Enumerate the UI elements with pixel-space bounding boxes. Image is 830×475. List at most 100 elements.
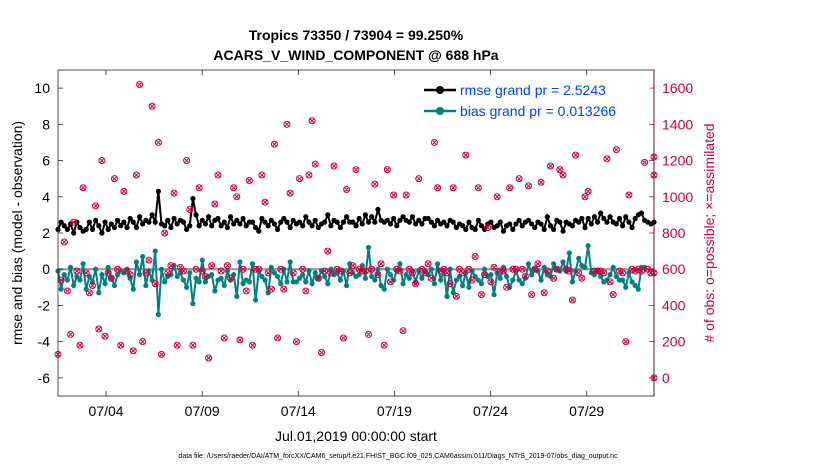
rmse-point [312, 217, 318, 223]
rmse-point [174, 221, 180, 227]
obs-assimilated-marker [503, 284, 510, 291]
bias-point [284, 279, 290, 285]
obs-possible-marker [365, 330, 373, 338]
rmse-point [613, 221, 619, 227]
obs-assimilated-marker [73, 268, 80, 274]
y-tick-label-right: 800 [662, 225, 686, 241]
y-tick-label-right: 1000 [662, 189, 693, 205]
obs-assimilated-marker [375, 271, 381, 278]
obs-assimilated-marker [158, 351, 165, 358]
rmse-point [152, 219, 158, 225]
rmse-point [466, 219, 472, 225]
obs-assimilated-marker [400, 327, 406, 334]
bias-point [296, 275, 303, 281]
obs-assimilated-marker [371, 181, 378, 187]
rmse-point [372, 219, 378, 225]
obs-assimilated-marker [312, 161, 319, 168]
obs-possible-marker [468, 276, 476, 284]
obs-assimilated-marker [80, 184, 86, 191]
obs-possible-marker [481, 271, 489, 279]
obs-possible-marker [361, 267, 369, 275]
obs-assimilated-marker [271, 141, 278, 148]
bias-point [613, 273, 619, 280]
bias-point [262, 277, 268, 283]
obs-possible-marker [506, 184, 514, 192]
legend-bias-marker [436, 107, 444, 115]
bias-point [569, 279, 576, 285]
obs-possible-marker [459, 269, 467, 277]
bias-point [237, 259, 243, 265]
bias-point [74, 273, 80, 280]
bias-point [325, 281, 331, 287]
legend-bias-label: bias grand pr = 0.013266 [460, 103, 616, 119]
obs-assimilated-marker [362, 268, 369, 274]
rmse-point [140, 221, 146, 227]
obs-assimilated-marker [484, 224, 491, 231]
obs-assimilated-marker [284, 121, 290, 128]
rmse-point [629, 224, 635, 231]
rmse-point [463, 226, 469, 232]
obs-possible-marker [63, 287, 71, 295]
obs-assimilated-marker [553, 266, 560, 273]
obs-assimilated-marker [58, 277, 64, 283]
obs-possible-marker [343, 186, 351, 194]
obs-assimilated-marker [293, 338, 300, 345]
obs-assimilated-marker [246, 177, 253, 184]
obs-assimilated-marker [466, 266, 472, 273]
rmse-point [121, 219, 127, 225]
rmse-point [315, 224, 321, 231]
obs-assimilated-marker [290, 269, 297, 276]
bias-point [240, 281, 246, 287]
obs-possible-marker [543, 267, 551, 275]
obs-assimilated-marker [196, 184, 203, 191]
obs-possible-marker [324, 247, 332, 255]
obs-assimilated-marker [171, 190, 177, 197]
rmse-point [71, 230, 77, 236]
obs-assimilated-marker [516, 175, 522, 182]
rmse-point [576, 219, 582, 225]
rmse-point [419, 221, 425, 227]
rmse-point [64, 226, 71, 232]
bias-point [168, 272, 174, 278]
obs-possible-marker [299, 265, 307, 273]
obs-possible-marker [286, 189, 294, 197]
obs-possible-marker [264, 269, 272, 277]
bias-point [306, 268, 312, 274]
obs-assimilated-marker [190, 342, 196, 349]
obs-assimilated-marker [240, 266, 246, 273]
obs-assimilated-marker [475, 184, 482, 191]
obs-assimilated-marker [302, 288, 309, 294]
obs-assimilated-marker [164, 269, 171, 276]
bias-point [488, 272, 494, 278]
obs-assimilated-marker [431, 139, 438, 146]
bias-point [362, 275, 369, 281]
obs-assimilated-marker [397, 268, 403, 274]
obs-possible-marker [308, 117, 316, 125]
obs-possible-marker [198, 267, 206, 275]
obs-possible-marker [550, 274, 558, 282]
obs-possible-marker [387, 278, 395, 286]
rmse-point [547, 223, 554, 229]
bias-point [115, 272, 121, 278]
rmse-point [89, 226, 96, 232]
obs-assimilated-marker [384, 166, 391, 173]
rmse-point [400, 214, 406, 220]
obs-assimilated-marker [105, 269, 112, 276]
obs-assimilated-marker [77, 342, 83, 349]
rmse-point [594, 219, 601, 225]
obs-assimilated-marker [607, 279, 613, 285]
obs-possible-marker [296, 175, 304, 183]
obs-possible-marker [606, 278, 614, 286]
obs-assimilated-marker [199, 268, 206, 274]
obs-assimilated-marker [525, 183, 532, 189]
rmse-point [441, 219, 447, 225]
obs-assimilated-marker [161, 230, 168, 236]
bias-point [419, 275, 425, 281]
obs-possible-marker [101, 332, 109, 340]
bias-point [610, 264, 616, 271]
bias-point [268, 264, 274, 271]
obs-possible-marker [245, 176, 253, 184]
obs-assimilated-marker [70, 219, 77, 225]
